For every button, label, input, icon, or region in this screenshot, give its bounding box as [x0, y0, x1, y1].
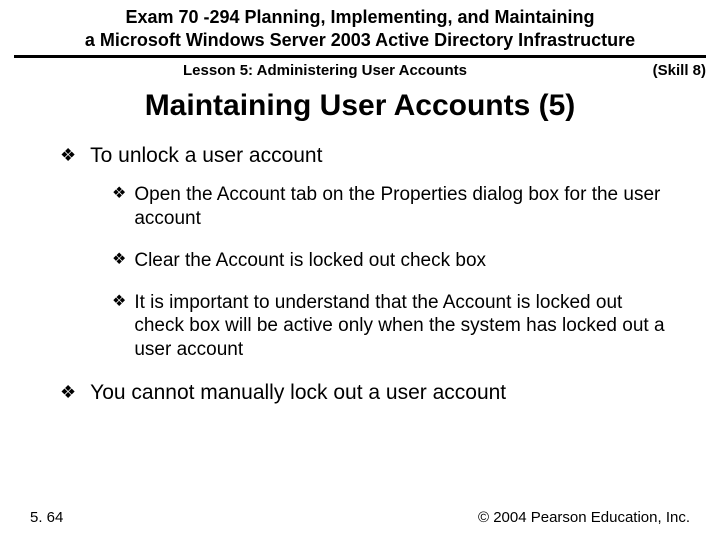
diamond-bullet-icon: ❖ [112, 291, 126, 313]
diamond-bullet-icon: ❖ [112, 183, 126, 205]
lesson-title: Lesson 5: Administering User Accounts [14, 62, 636, 79]
bullet-level1: ❖ To unlock a user account [60, 143, 672, 169]
page-number: 5. 64 [30, 509, 63, 526]
bullet-level2: ❖ It is important to understand that the… [112, 291, 672, 362]
content-area: ❖ To unlock a user account ❖ Open the Ac… [0, 143, 720, 406]
bullet-level2: ❖ Open the Account tab on the Properties… [112, 183, 672, 231]
copyright: © 2004 Pearson Education, Inc. [478, 509, 690, 526]
exam-header-line2: a Microsoft Windows Server 2003 Active D… [20, 29, 700, 52]
bullet-level1: ❖ You cannot manually lock out a user ac… [60, 380, 672, 406]
bullet-text: To unlock a user account [90, 143, 322, 169]
diamond-bullet-icon: ❖ [60, 143, 76, 167]
diamond-bullet-icon: ❖ [60, 380, 76, 404]
bullet-text: Open the Account tab on the Properties d… [134, 183, 672, 231]
bullet-level2: ❖ Clear the Account is locked out check … [112, 249, 672, 273]
skill-label: (Skill 8) [636, 62, 706, 79]
bullet-text: You cannot manually lock out a user acco… [90, 380, 506, 406]
exam-header-line1: Exam 70 -294 Planning, Implementing, and… [20, 6, 700, 29]
bullet-text: Clear the Account is locked out check bo… [134, 249, 486, 273]
footer: 5. 64 © 2004 Pearson Education, Inc. [0, 509, 720, 526]
lesson-row: Lesson 5: Administering User Accounts (S… [0, 58, 720, 81]
diamond-bullet-icon: ❖ [112, 249, 126, 271]
exam-header: Exam 70 -294 Planning, Implementing, and… [0, 0, 720, 53]
bullet-text: It is important to understand that the A… [134, 291, 672, 362]
slide-title: Maintaining User Accounts (5) [0, 89, 720, 123]
